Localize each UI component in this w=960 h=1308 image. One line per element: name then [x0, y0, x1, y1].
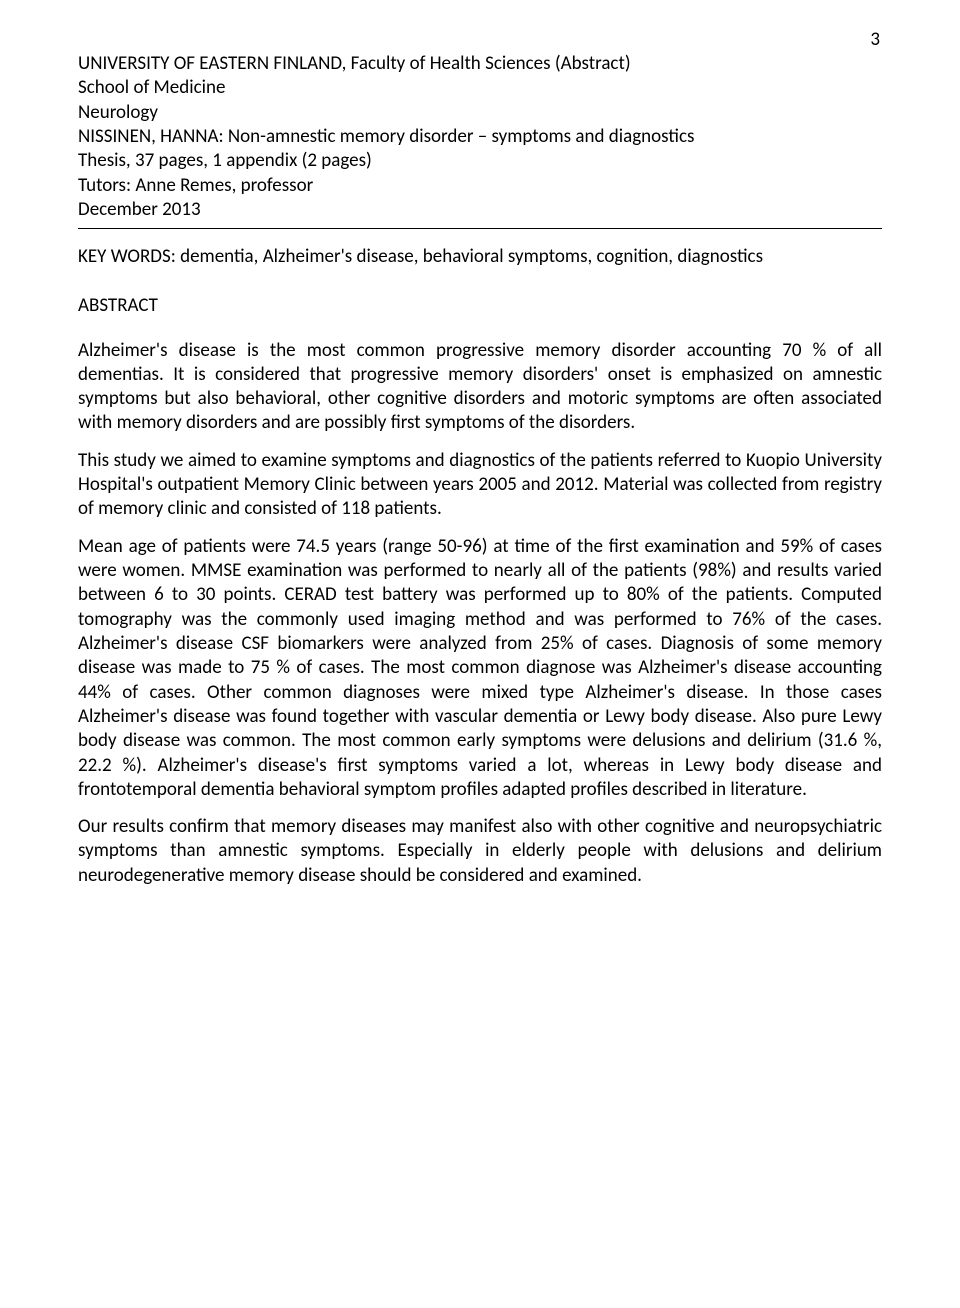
- document-page: 3 UNIVERSITY OF EASTERN FINLAND, Faculty…: [0, 0, 960, 1308]
- header-line-author-title: NISSINEN, HANNA: Non-amnestic memory dis…: [78, 125, 882, 149]
- abstract-paragraph-2: This study we aimed to examine symptoms …: [78, 449, 882, 522]
- keywords-line: KEY WORDS: dementia, Alzheimer's disease…: [78, 245, 882, 269]
- page-number: 3: [870, 28, 880, 51]
- header-block: UNIVERSITY OF EASTERN FINLAND, Faculty o…: [78, 52, 882, 222]
- header-line-tutors: Tutors: Anne Remes, professor: [78, 174, 882, 198]
- header-line-thesis-pages: Thesis, 37 pages, 1 appendix (2 pages): [78, 149, 882, 173]
- abstract-paragraph-1: Alzheimer's disease is the most common p…: [78, 339, 882, 436]
- header-line-school: School of Medicine: [78, 76, 882, 100]
- abstract-paragraph-3: Mean age of patients were 74.5 years (ra…: [78, 535, 882, 802]
- header-line-date: December 2013: [78, 198, 882, 222]
- header-line-university: UNIVERSITY OF EASTERN FINLAND, Faculty o…: [78, 52, 882, 76]
- header-line-department: Neurology: [78, 101, 882, 125]
- divider-line: [78, 228, 882, 229]
- abstract-label: ABSTRACT: [78, 294, 882, 317]
- abstract-paragraph-4: Our results confirm that memory diseases…: [78, 815, 882, 888]
